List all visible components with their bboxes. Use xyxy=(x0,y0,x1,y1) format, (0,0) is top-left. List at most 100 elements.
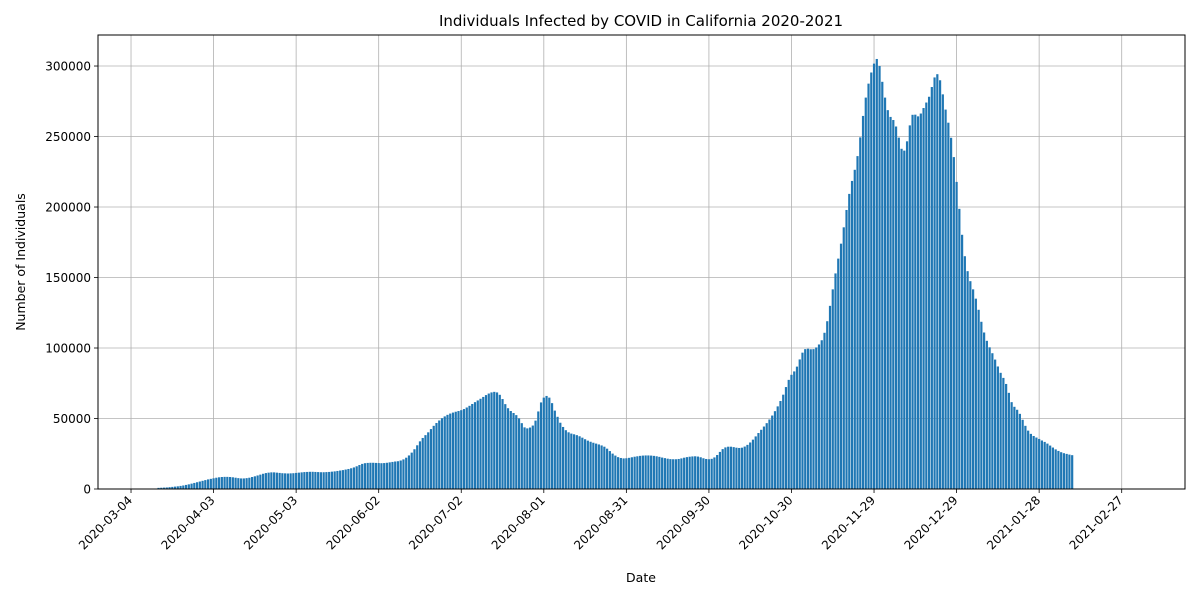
bar xyxy=(173,486,177,489)
bar xyxy=(363,463,367,489)
bar xyxy=(520,423,523,489)
bar xyxy=(339,470,342,489)
bar xyxy=(828,305,832,489)
bar xyxy=(157,487,160,489)
bar xyxy=(1043,441,1046,489)
bar xyxy=(262,473,265,489)
bar xyxy=(963,256,966,489)
bar xyxy=(743,446,746,489)
y-tick-label: 50000 xyxy=(53,412,91,426)
chart-title: Individuals Infected by COVID in Califor… xyxy=(439,12,843,30)
bar xyxy=(969,281,972,489)
bar xyxy=(300,472,303,489)
bar xyxy=(542,397,545,489)
bar xyxy=(652,455,655,489)
bar xyxy=(212,478,215,489)
bar xyxy=(487,393,490,489)
bar xyxy=(333,471,336,489)
bar xyxy=(1071,455,1074,489)
bar xyxy=(396,461,400,489)
bar xyxy=(889,116,892,489)
bar xyxy=(539,402,543,489)
bar xyxy=(341,470,345,489)
plot-frame xyxy=(97,34,1186,490)
bar xyxy=(319,472,323,489)
bar xyxy=(471,403,474,489)
bar xyxy=(1068,454,1071,489)
bar xyxy=(506,408,510,489)
x-tick-label: 2021-02-27 xyxy=(1067,493,1126,552)
bar xyxy=(231,477,234,489)
bar xyxy=(531,425,534,489)
bar xyxy=(245,478,248,489)
bar xyxy=(553,410,556,489)
bar xyxy=(184,484,188,489)
bar xyxy=(801,352,804,489)
bar xyxy=(424,435,427,489)
bar xyxy=(289,473,292,489)
bar xyxy=(171,486,174,489)
bar xyxy=(988,347,991,489)
bar xyxy=(1018,413,1021,489)
bar xyxy=(958,208,961,489)
bar xyxy=(883,97,887,489)
bar xyxy=(1046,443,1049,489)
bar xyxy=(694,456,697,489)
bar xyxy=(820,340,823,489)
bar xyxy=(1060,452,1063,489)
bar xyxy=(903,150,906,489)
bar xyxy=(454,411,457,489)
bar xyxy=(790,374,793,489)
bar xyxy=(683,457,686,489)
bar xyxy=(297,472,300,489)
bar xyxy=(773,411,777,489)
bar xyxy=(572,434,576,489)
bar xyxy=(848,193,851,489)
bar xyxy=(526,428,529,489)
bar xyxy=(1024,425,1027,489)
bar xyxy=(787,379,790,489)
bar xyxy=(465,407,468,489)
x-tick-label: 2020-11-29 xyxy=(819,493,878,552)
bar xyxy=(1016,409,1019,489)
bar xyxy=(685,457,689,489)
bar xyxy=(784,387,788,489)
bar xyxy=(955,181,958,489)
bar xyxy=(570,433,573,489)
x-axis-label: Date xyxy=(626,570,656,585)
bar xyxy=(710,458,713,489)
bar xyxy=(179,485,182,489)
bar xyxy=(859,137,862,489)
bar xyxy=(575,435,578,489)
bar xyxy=(457,411,460,489)
bar xyxy=(691,456,694,489)
bar xyxy=(639,455,642,489)
bar xyxy=(941,94,944,489)
bar xyxy=(223,476,226,489)
bar xyxy=(517,418,521,489)
x-tick-label: 2021-01-28 xyxy=(984,493,1043,552)
bar xyxy=(782,394,785,489)
bar xyxy=(842,227,845,489)
bar xyxy=(724,447,727,489)
bar xyxy=(270,472,273,489)
bar xyxy=(295,472,298,489)
bar xyxy=(204,480,207,489)
bar xyxy=(239,478,243,489)
bar xyxy=(567,432,570,489)
bar xyxy=(1010,402,1013,489)
bar xyxy=(311,471,314,489)
bar xyxy=(771,415,774,489)
bar xyxy=(944,109,947,489)
bar xyxy=(636,456,639,489)
x-tick-label: 2020-08-01 xyxy=(489,493,548,552)
bar xyxy=(195,482,199,489)
bar xyxy=(641,455,644,489)
bar xyxy=(1057,450,1060,489)
bar xyxy=(267,472,270,489)
bar xyxy=(501,399,504,489)
bar xyxy=(991,353,994,489)
bar xyxy=(583,439,587,489)
bar xyxy=(985,340,988,489)
